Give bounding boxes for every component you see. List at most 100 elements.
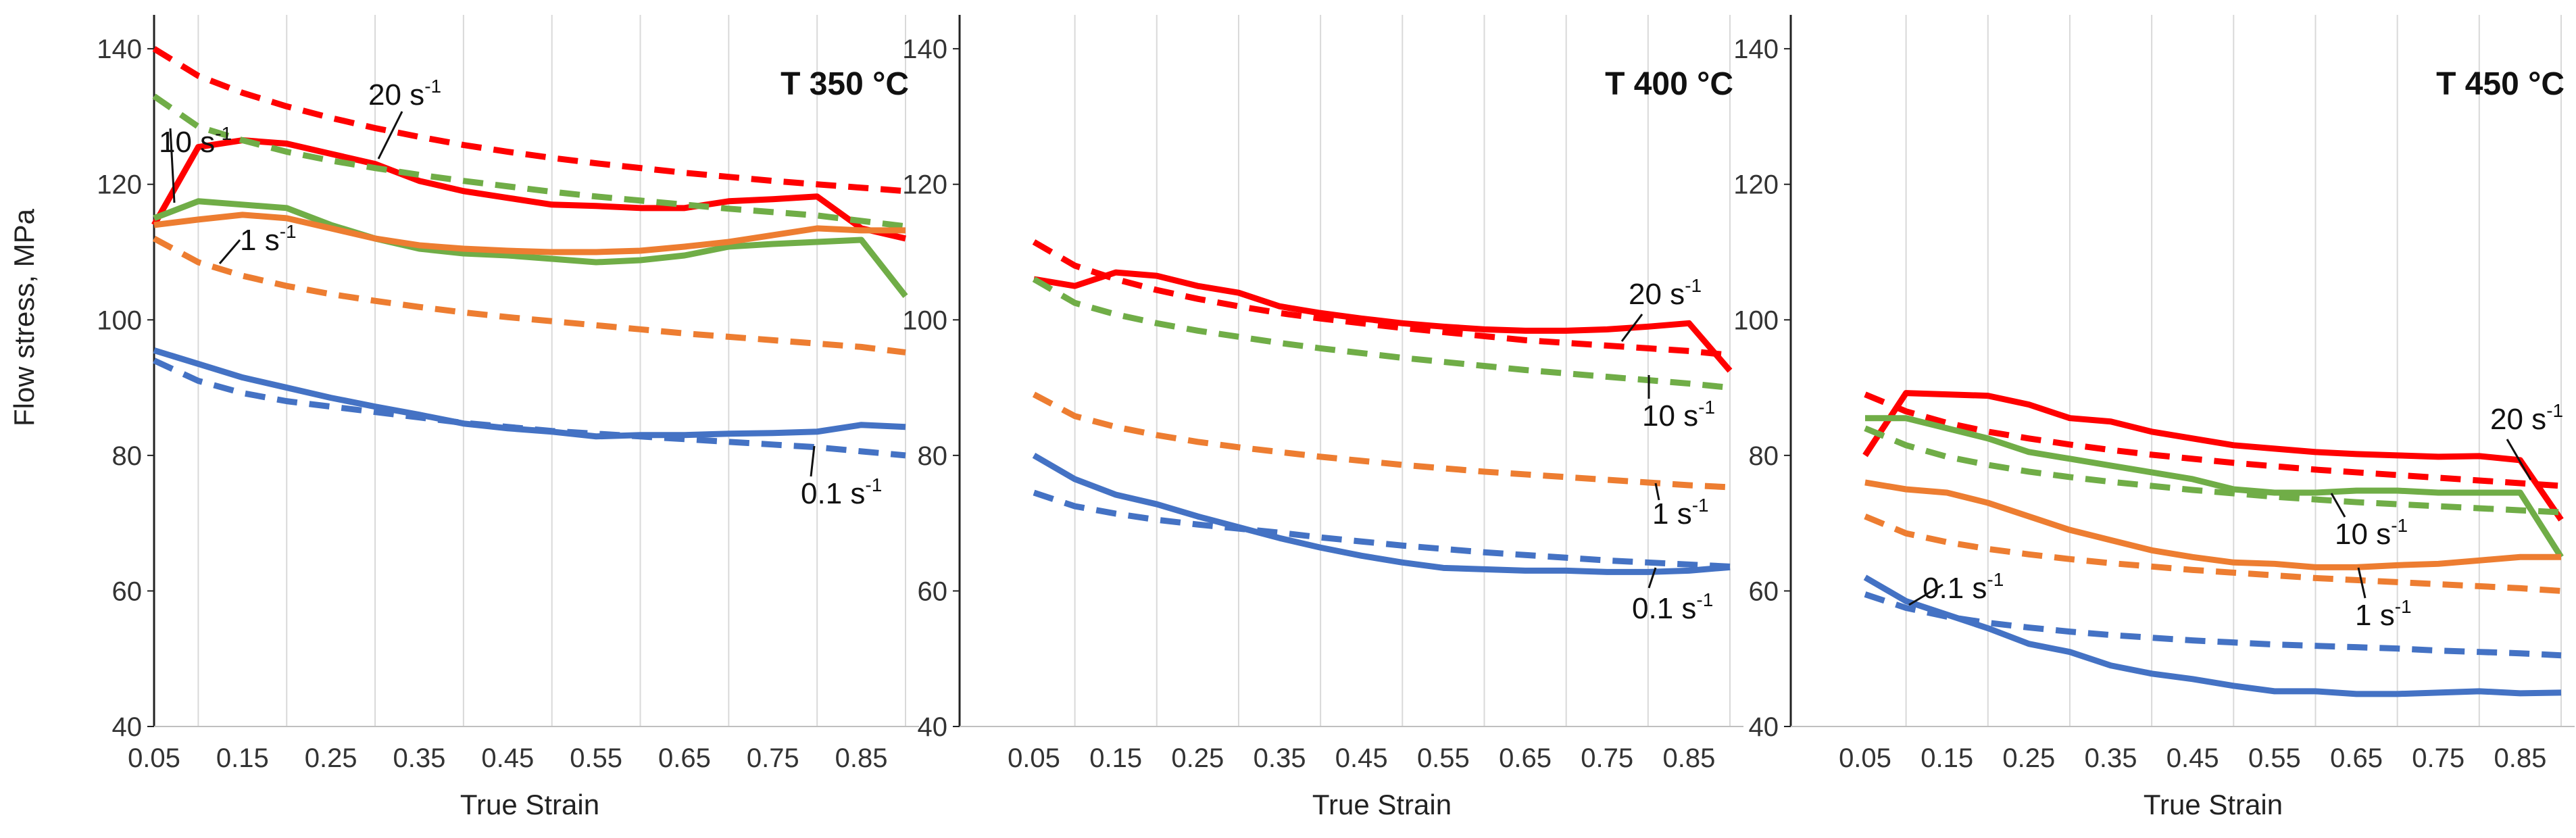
chart-panel-2: 40 60 80 100 120 140 0.05 0.15 0.25 0.35 0.45 0.55 0…: [902, 15, 1743, 820]
x-tick-label: 0.45: [2166, 743, 2219, 773]
x-axis-label: True Strain: [460, 789, 599, 820]
x-tick-label: 0.45: [1335, 743, 1388, 773]
series-line-dashed: [1032, 276, 1731, 391]
series-line-dashed: [152, 93, 906, 230]
series-line-solid: [1033, 269, 1733, 373]
y-tick-label: 40: [918, 712, 948, 742]
x-tick-label: 0.15: [1089, 743, 1142, 773]
annotation-leader: [1620, 314, 1643, 342]
annotation-leader: [169, 128, 176, 203]
y-tick-label: 140: [97, 34, 142, 64]
series-line-solid: [1864, 479, 2561, 570]
chart-panel-1: 40 60 80 100 120 140 0.05 0.15 0.25 0.35 0.45 0.55 0…: [97, 15, 919, 820]
annotation-leader: [810, 445, 816, 477]
x-tick-label: 0.55: [570, 743, 622, 773]
x-tick-label: 0.05: [128, 743, 180, 773]
rate-annotation: 0.1 s-1: [1632, 589, 1713, 625]
x-tick-label: 0.65: [658, 743, 711, 773]
x-tick-label: 0.15: [1921, 743, 1973, 773]
annotation-leader: [1648, 567, 1657, 589]
y-tick-label: 100: [97, 305, 142, 335]
rate-annotation: 1 s-1: [240, 221, 297, 257]
series-line-dashed: [1032, 391, 1731, 491]
x-tick-label: 0.35: [393, 743, 446, 773]
panel-title: T 400 °C: [1605, 66, 1733, 102]
y-tick-label: 40: [112, 712, 143, 742]
annotation-leader: [218, 239, 241, 264]
series-line-dashed: [153, 358, 906, 459]
rate-annotation: 20 s-1: [2490, 400, 2563, 436]
rate-annotation: 0.1 s-1: [1923, 569, 2004, 605]
rate-annotation: 1 s-1: [2355, 596, 2412, 632]
panel-title: T 450 °C: [2436, 66, 2565, 102]
x-tick-label: 0.35: [1254, 743, 1306, 773]
series-line-solid: [153, 198, 908, 298]
x-tick-label: 0.75: [747, 743, 799, 773]
y-tick-label: 120: [1733, 170, 1779, 200]
x-tick-label: 0.15: [216, 743, 269, 773]
rate-annotation: 10 s-1: [2335, 515, 2408, 551]
x-tick-label: 0.25: [2002, 743, 2055, 773]
x-tick-label: 0.65: [1499, 743, 1552, 773]
rate-annotation: 0.1 s-1: [801, 474, 882, 510]
y-tick-label: 80: [918, 441, 948, 471]
annotation-leader: [2330, 493, 2346, 518]
annotation-leader: [1908, 583, 1943, 606]
y-tick-label: 40: [1749, 712, 1779, 742]
x-tick-label: 0.05: [1839, 743, 1891, 773]
series-line-solid: [1865, 415, 2564, 559]
series-line-solid: [153, 212, 906, 255]
x-tick-label: 0.85: [835, 743, 888, 773]
x-tick-label: 0.75: [1581, 743, 1633, 773]
rate-annotation: 20 s-1: [368, 76, 441, 112]
series-line-dashed: [1864, 425, 2562, 516]
y-axis-label: Flow stress, MPa: [8, 208, 40, 426]
x-tick-label: 0.25: [1171, 743, 1224, 773]
panel-title: T 350 °C: [781, 66, 909, 102]
series-line-solid: [1863, 574, 2562, 697]
rate-annotation: 10 s-1: [159, 123, 232, 159]
x-tick-label: 0.85: [2494, 743, 2546, 773]
x-tick-label: 0.55: [1417, 743, 1470, 773]
x-tick-label: 0.45: [481, 743, 534, 773]
series-line-solid: [1032, 452, 1731, 575]
series-line-solid: [1862, 390, 2564, 522]
x-axis-label: True Strain: [1312, 789, 1452, 820]
y-tick-label: 60: [918, 576, 948, 606]
annotation-leader: [2357, 567, 2367, 599]
y-tick-label: 120: [97, 170, 142, 200]
series-line-dashed: [152, 46, 906, 195]
series-line-dashed: [1864, 391, 2562, 489]
y-tick-label: 120: [902, 170, 947, 200]
rate-annotation: 1 s-1: [1652, 495, 1709, 531]
rate-annotation: 10 s-1: [1642, 397, 1715, 433]
series-line-solid: [153, 347, 906, 440]
series-line-dashed: [1033, 489, 1731, 570]
y-tick-label: 100: [1733, 305, 1779, 335]
y-tick-label: 60: [112, 576, 143, 606]
series-line-dashed: [152, 235, 906, 355]
y-tick-label: 60: [1749, 576, 1779, 606]
y-tick-label: 140: [1733, 34, 1779, 64]
series-line-dashed: [1032, 239, 1731, 358]
x-tick-label: 0.55: [2248, 743, 2301, 773]
annotation-leader: [377, 111, 403, 159]
x-tick-label: 0.75: [2412, 743, 2464, 773]
y-tick-label: 80: [1749, 441, 1779, 471]
series-line-dashed: [1864, 591, 2562, 659]
series-line-dashed: [1864, 513, 2562, 594]
x-axis-label: True Strain: [2144, 789, 2283, 820]
x-tick-label: 0.35: [2085, 743, 2137, 773]
y-tick-label: 140: [902, 34, 947, 64]
x-tick-label: 0.05: [1008, 743, 1060, 773]
annotation-leader: [2506, 439, 2532, 480]
chart-panel-3: 40 60 80 100 120 140 0.05 0.15 0.25 0.35 0.45 0.55 0…: [1733, 15, 2575, 820]
x-tick-label: 0.65: [2330, 743, 2383, 773]
y-tick-label: 100: [902, 305, 947, 335]
x-tick-label: 0.25: [305, 743, 357, 773]
x-tick-label: 0.85: [1662, 743, 1715, 773]
rate-annotation: 20 s-1: [1629, 275, 1702, 311]
y-tick-label: 80: [112, 441, 143, 471]
series-line-solid: [151, 137, 907, 242]
